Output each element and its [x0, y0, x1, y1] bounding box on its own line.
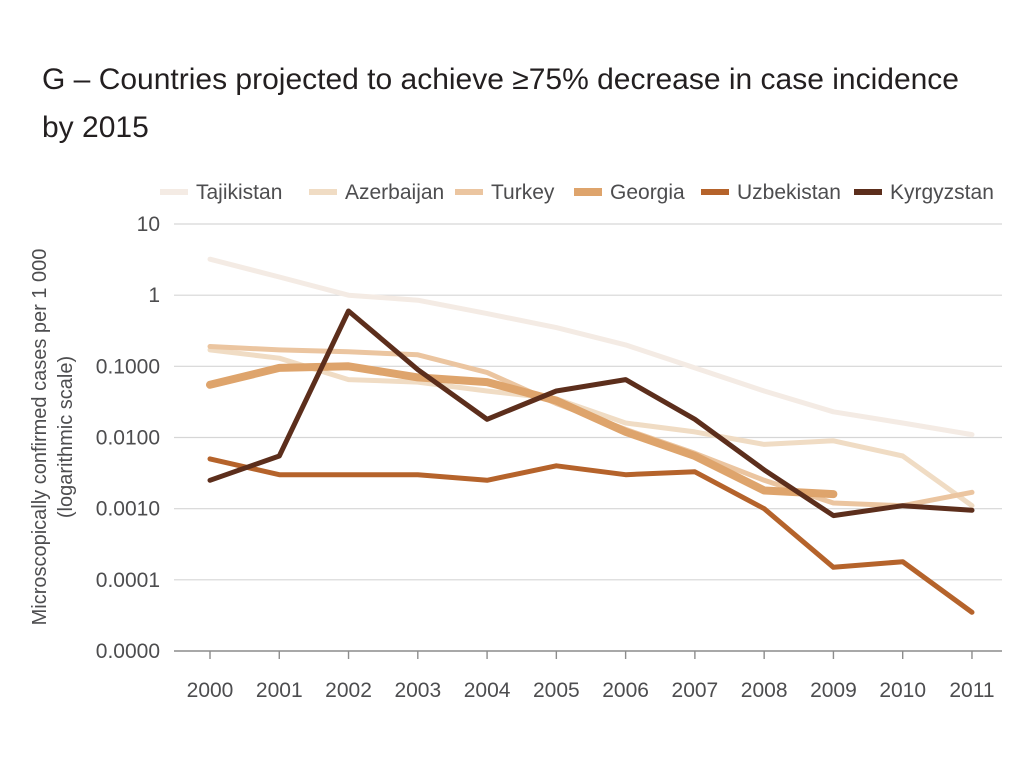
y-tick-label: 10	[137, 213, 160, 236]
x-axis: 2000 2001 2002 2003 2004 2005 2006 2007 2008 2009…	[187, 651, 995, 702]
x-tick-label: 2008	[741, 679, 788, 702]
x-tick-label: 2003	[394, 679, 441, 702]
y-tick-label: 0.0000	[96, 640, 160, 663]
chart-title: G – Countries projected to achieve ≥75% …	[42, 63, 959, 144]
x-tick-label: 2004	[464, 679, 511, 702]
y-axis-label-subtitle: (logarithmic scale)	[55, 356, 77, 518]
legend-entry-georgia: Georgia	[610, 181, 685, 204]
y-tick-label: 0.1000	[96, 355, 160, 378]
legend-entry-tajikistan: Tajikistan	[196, 181, 282, 204]
x-tick-label: 2007	[672, 679, 719, 702]
x-tick-label: 2011	[949, 679, 994, 702]
legend-entry-turkey: Turkey	[491, 181, 555, 204]
legend: Tajikistan Azerbaijan Turkey Georgia Uzbekis…	[160, 181, 994, 204]
x-tick-label: 2010	[879, 679, 926, 702]
x-tick-label: 2002	[325, 679, 372, 702]
y-tick-label: 1	[148, 284, 160, 307]
series-line-kyrgyzstan	[207, 308, 975, 519]
legend-entry-azerbaijan: Azerbaijan	[345, 181, 444, 204]
x-tick-label: 2005	[533, 679, 580, 702]
y-axis-label: Microscopically confirmed cases per 1 00…	[29, 249, 51, 626]
legend-entry-kyrgyzstan: Kyrgyzstan	[890, 181, 994, 204]
y-tick-label: 0.0001	[96, 569, 160, 592]
series-line-tajikistan	[207, 256, 975, 438]
x-tick-label: 2006	[602, 679, 649, 702]
series-lines	[206, 256, 975, 615]
x-tick-label: 2001	[256, 679, 303, 702]
x-tick-label: 2009	[810, 679, 857, 702]
series-line-azerbaijan	[207, 347, 975, 509]
y-tick-label: 0.0100	[96, 427, 160, 450]
y-tick-label: 0.0010	[96, 498, 160, 521]
x-tick-label: 2000	[187, 679, 234, 702]
series-line-uzbekistan	[207, 456, 975, 615]
grid: 10 1 0.1000 0.0100 0.0010 0.0001 0.0000	[96, 213, 1002, 663]
legend-entry-uzbekistan: Uzbekistan	[737, 181, 841, 204]
series-line-georgia	[206, 362, 838, 499]
